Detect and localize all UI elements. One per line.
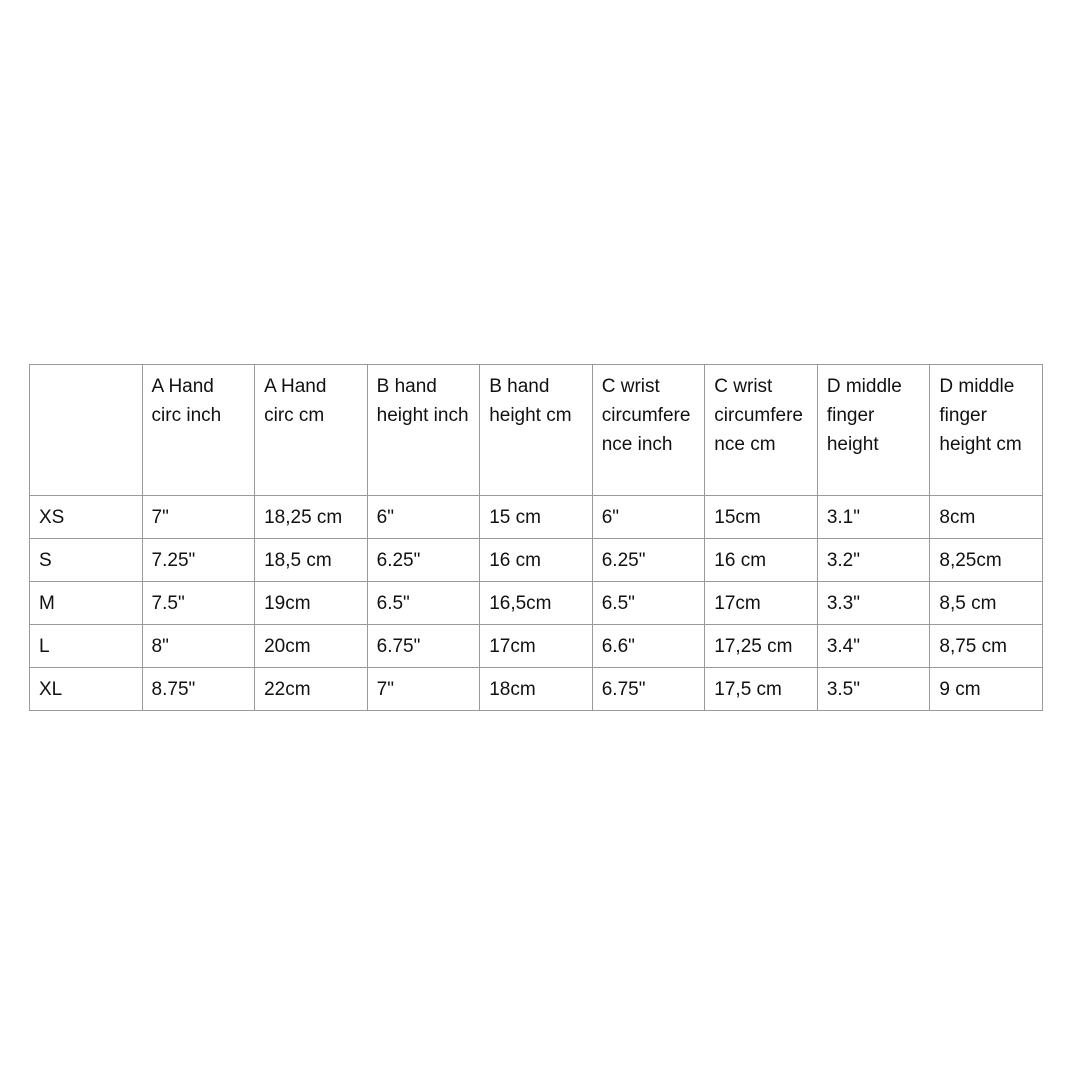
data-cell: 8,75 cm [929,624,1043,668]
data-cell: 6" [366,495,481,539]
data-cell: 6.5" [366,581,481,625]
header-cell: A Hand circ cm [254,364,368,496]
size-label: XS [29,495,143,539]
table-body: A Hand circ inch A Hand circ cm B hand hei… [29,364,1043,711]
data-cell: 16,5cm [479,581,593,625]
header-cell: B hand height cm [479,364,593,496]
data-cell: 22cm [254,667,368,711]
data-cell: 16 cm [704,538,818,582]
data-cell: 3.1" [816,495,931,539]
data-cell: 17cm [704,581,818,625]
data-cell: 3.2" [816,538,931,582]
data-cell: 8" [141,624,256,668]
data-cell: 17,25 cm [704,624,818,668]
data-cell: 3.4" [816,624,931,668]
size-table: A Hand circ inch A Hand circ cm B hand hei… [29,364,1043,711]
size-label: L [29,624,143,668]
data-cell: 20cm [254,624,368,668]
data-cell: 18cm [479,667,593,711]
header-cell: C wrist circumference cm [704,364,818,496]
data-cell: 16 cm [479,538,593,582]
data-cell: 18,5 cm [254,538,368,582]
data-cell: 6.25" [366,538,481,582]
header-cell: C wrist circumference inch [591,364,706,496]
data-cell: 8,5 cm [929,581,1043,625]
data-cell: 6.75" [591,667,706,711]
data-cell: 19cm [254,581,368,625]
data-cell: 8.75" [141,667,256,711]
data-cell: 8,25cm [929,538,1043,582]
data-cell: 17cm [479,624,593,668]
data-cell: 9 cm [929,667,1043,711]
data-row: XL 8.75" 22cm 7" 18cm 6.75" 17,5 cm 3.5" 9 cm [29,667,1043,711]
data-cell: 6.75" [366,624,481,668]
data-cell: 3.3" [816,581,931,625]
data-cell: 7.5" [141,581,256,625]
header-row: A Hand circ inch A Hand circ cm B hand hei… [29,364,1043,496]
header-cell: A Hand circ inch [141,364,256,496]
data-cell: 18,25 cm [254,495,368,539]
header-cell: D middle finger height cm [929,364,1043,496]
header-cell: D middle finger height [816,364,931,496]
data-row: L 8" 20cm 6.75" 17cm 6.6" 17,25 cm 3.4" 8,75 cm [29,624,1043,668]
data-cell: 7.25" [141,538,256,582]
data-row: S 7.25" 18,5 cm 6.25" 16 cm 6.25" 16 cm 3.2" 8,2… [29,538,1043,582]
data-cell: 7" [366,667,481,711]
data-cell: 3.5" [816,667,931,711]
data-row: M 7.5" 19cm 6.5" 16,5cm 6.5" 17cm 3.3" 8,5 cm [29,581,1043,625]
size-label: XL [29,667,143,711]
data-cell: 8cm [929,495,1043,539]
data-row: XS 7" 18,25 cm 6" 15 cm 6" 15cm 3.1" 8cm [29,495,1043,539]
data-cell: 6.25" [591,538,706,582]
size-label: S [29,538,143,582]
data-cell: 7" [141,495,256,539]
header-cell: B hand height inch [366,364,481,496]
data-cell: 6.5" [591,581,706,625]
data-cell: 17,5 cm [704,667,818,711]
size-label: M [29,581,143,625]
data-cell: 15 cm [479,495,593,539]
data-cell: 6.6" [591,624,706,668]
data-cell: 15cm [704,495,818,539]
header-cell [29,364,143,496]
data-cell: 6" [591,495,706,539]
